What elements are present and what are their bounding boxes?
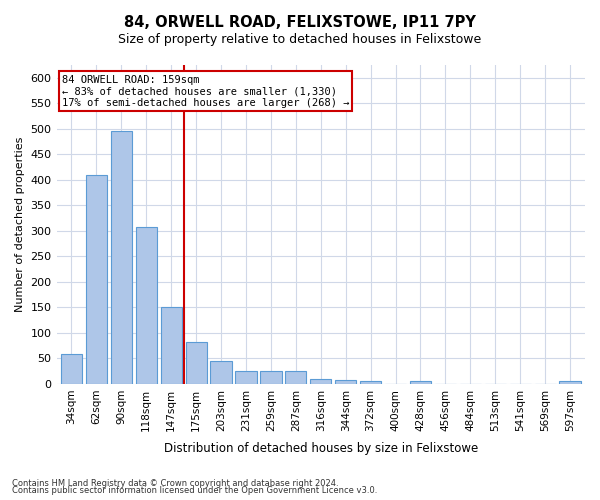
Bar xyxy=(136,228,157,384)
Bar xyxy=(285,371,307,384)
Bar xyxy=(111,132,132,384)
Bar xyxy=(310,379,331,384)
Bar xyxy=(185,342,207,384)
Text: Contains HM Land Registry data © Crown copyright and database right 2024.: Contains HM Land Registry data © Crown c… xyxy=(12,478,338,488)
Bar xyxy=(260,371,281,384)
Y-axis label: Number of detached properties: Number of detached properties xyxy=(15,137,25,312)
Bar xyxy=(559,382,581,384)
Bar xyxy=(235,371,257,384)
Bar xyxy=(211,361,232,384)
X-axis label: Distribution of detached houses by size in Felixstowe: Distribution of detached houses by size … xyxy=(164,442,478,455)
Text: Contains public sector information licensed under the Open Government Licence v3: Contains public sector information licen… xyxy=(12,486,377,495)
Text: 84, ORWELL ROAD, FELIXSTOWE, IP11 7PY: 84, ORWELL ROAD, FELIXSTOWE, IP11 7PY xyxy=(124,15,476,30)
Bar xyxy=(410,382,431,384)
Bar xyxy=(335,380,356,384)
Text: Size of property relative to detached houses in Felixstowe: Size of property relative to detached ho… xyxy=(118,32,482,46)
Text: 84 ORWELL ROAD: 159sqm
← 83% of detached houses are smaller (1,330)
17% of semi-: 84 ORWELL ROAD: 159sqm ← 83% of detached… xyxy=(62,74,349,108)
Bar xyxy=(61,354,82,384)
Bar xyxy=(161,308,182,384)
Bar xyxy=(360,382,381,384)
Bar xyxy=(86,174,107,384)
